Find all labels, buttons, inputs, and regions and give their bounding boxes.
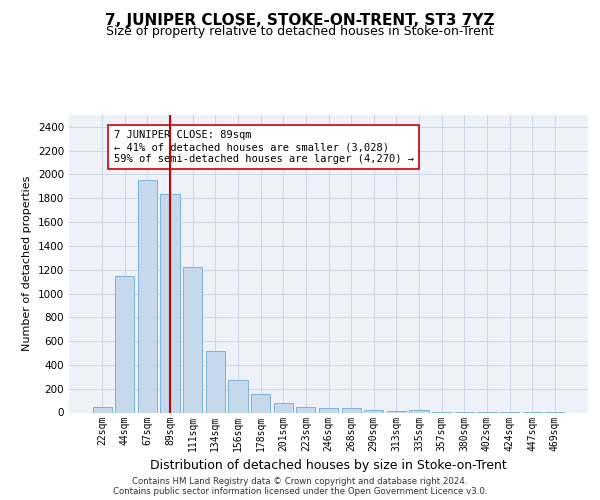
Bar (251, 394, 270, 412)
Bar (319, 408, 338, 412)
Y-axis label: Number of detached properties: Number of detached properties (22, 176, 32, 352)
Bar (296, 407, 316, 412)
Bar (229, 380, 248, 412)
Text: Contains HM Land Registry data © Crown copyright and database right 2024.
Contai: Contains HM Land Registry data © Crown c… (113, 476, 487, 496)
Bar (115, 276, 134, 412)
Text: 7 JUNIPER CLOSE: 89sqm
← 41% of detached houses are smaller (3,028)
59% of semi-: 7 JUNIPER CLOSE: 89sqm ← 41% of detached… (113, 130, 413, 164)
Bar (183, 268, 202, 412)
Bar (341, 408, 361, 412)
Bar (160, 194, 180, 412)
Bar (364, 410, 383, 412)
Bar (92, 406, 112, 412)
X-axis label: Distribution of detached houses by size in Stoke-on-Trent: Distribution of detached houses by size … (150, 459, 507, 472)
Bar (409, 410, 428, 412)
Text: 7, JUNIPER CLOSE, STOKE-ON-TRENT, ST3 7YZ: 7, JUNIPER CLOSE, STOKE-ON-TRENT, ST3 7Y… (105, 12, 495, 28)
Bar (274, 403, 293, 412)
Bar (206, 350, 225, 412)
Text: Size of property relative to detached houses in Stoke-on-Trent: Size of property relative to detached ho… (106, 25, 494, 38)
Bar (138, 180, 157, 412)
